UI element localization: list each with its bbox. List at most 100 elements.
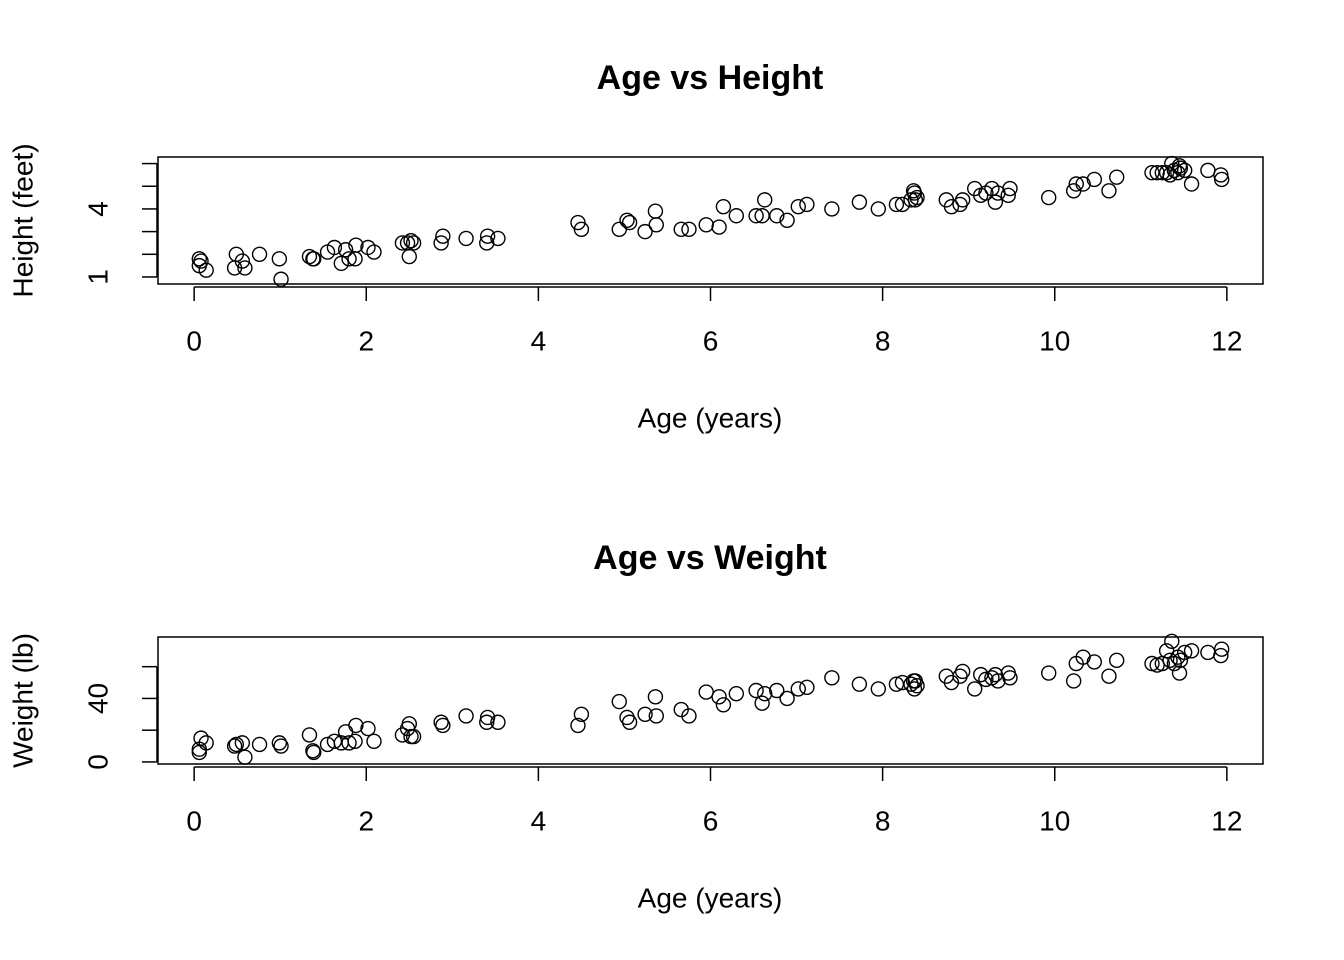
point: [251, 736, 268, 753]
point: [647, 203, 664, 219]
point: [479, 709, 496, 726]
x-tick-label: 0: [186, 805, 202, 836]
point: [637, 223, 653, 240]
point: [779, 212, 795, 228]
x-tick-label: 0: [186, 325, 202, 356]
point: [251, 246, 268, 262]
point: [237, 260, 253, 276]
point: [715, 198, 732, 215]
point: [1213, 171, 1230, 188]
point: [757, 685, 773, 702]
point: [458, 230, 474, 247]
point: [306, 251, 322, 267]
point: [711, 689, 727, 705]
point: [1183, 643, 1200, 659]
point: [754, 208, 770, 224]
point: [1041, 665, 1057, 681]
point: [306, 744, 322, 761]
point: [1068, 176, 1084, 192]
point: [1213, 647, 1229, 664]
point: [401, 716, 417, 732]
point: [405, 728, 422, 745]
point: [333, 255, 350, 272]
point: [987, 194, 1004, 210]
point: [894, 674, 911, 691]
point: [1086, 654, 1103, 670]
point: [637, 706, 653, 723]
point: [1200, 644, 1216, 661]
point: [394, 235, 411, 251]
point: [479, 228, 496, 244]
point: [273, 271, 289, 287]
point: [1108, 169, 1125, 185]
point: [573, 221, 590, 238]
x-tick-label: 8: [875, 805, 891, 836]
point: [621, 714, 638, 730]
point: [888, 196, 905, 213]
point: [341, 735, 357, 751]
x-tick-label: 12: [1211, 805, 1242, 836]
point: [943, 198, 960, 215]
point: [348, 717, 364, 734]
point: [754, 695, 770, 711]
x-tick-label: 2: [358, 325, 374, 356]
point: [403, 232, 419, 249]
point: [366, 244, 382, 260]
point: [273, 738, 289, 754]
point: [987, 666, 1004, 683]
point: [681, 708, 697, 724]
point: [1002, 180, 1018, 197]
point: [769, 682, 785, 699]
point: [198, 735, 214, 751]
point: [715, 697, 732, 713]
x-tick-label: 6: [703, 325, 719, 356]
point: [301, 727, 318, 743]
y-tick-label: 0: [82, 754, 113, 770]
point: [1183, 176, 1200, 192]
point: [347, 733, 363, 749]
point: [366, 733, 382, 749]
point: [1176, 644, 1193, 661]
point: [799, 679, 815, 696]
plot-box: [157, 156, 1264, 285]
point: [1213, 641, 1230, 657]
point: [967, 681, 983, 697]
point: [226, 738, 243, 754]
y-axis-label: Weight (lb): [7, 633, 38, 768]
point: [648, 708, 664, 724]
point: [698, 217, 714, 233]
point: [681, 221, 697, 238]
point: [748, 682, 764, 699]
point: [619, 212, 635, 228]
point: [779, 690, 795, 707]
point: [790, 198, 806, 215]
point: [954, 663, 971, 680]
point: [401, 248, 417, 265]
point: [954, 192, 971, 208]
point: [458, 708, 474, 724]
point: [711, 219, 727, 235]
point: [360, 720, 376, 737]
point: [648, 217, 664, 233]
x-tick-label: 12: [1211, 325, 1242, 356]
point: [824, 670, 840, 686]
point: [237, 749, 253, 765]
point: [978, 671, 994, 688]
point: [611, 693, 627, 710]
point: [1101, 668, 1117, 684]
point: [198, 262, 214, 278]
point: [1158, 164, 1175, 181]
point: [341, 251, 357, 267]
plot-box: [157, 636, 1264, 765]
point: [907, 192, 924, 208]
point: [990, 673, 1006, 689]
point: [757, 192, 773, 208]
point: [1000, 187, 1016, 204]
point: [347, 251, 363, 267]
point: [769, 208, 785, 224]
point: [647, 689, 664, 705]
point: [1171, 665, 1188, 681]
point: [228, 736, 245, 753]
y-tick-label: 40: [82, 683, 113, 714]
point: [1101, 183, 1117, 199]
